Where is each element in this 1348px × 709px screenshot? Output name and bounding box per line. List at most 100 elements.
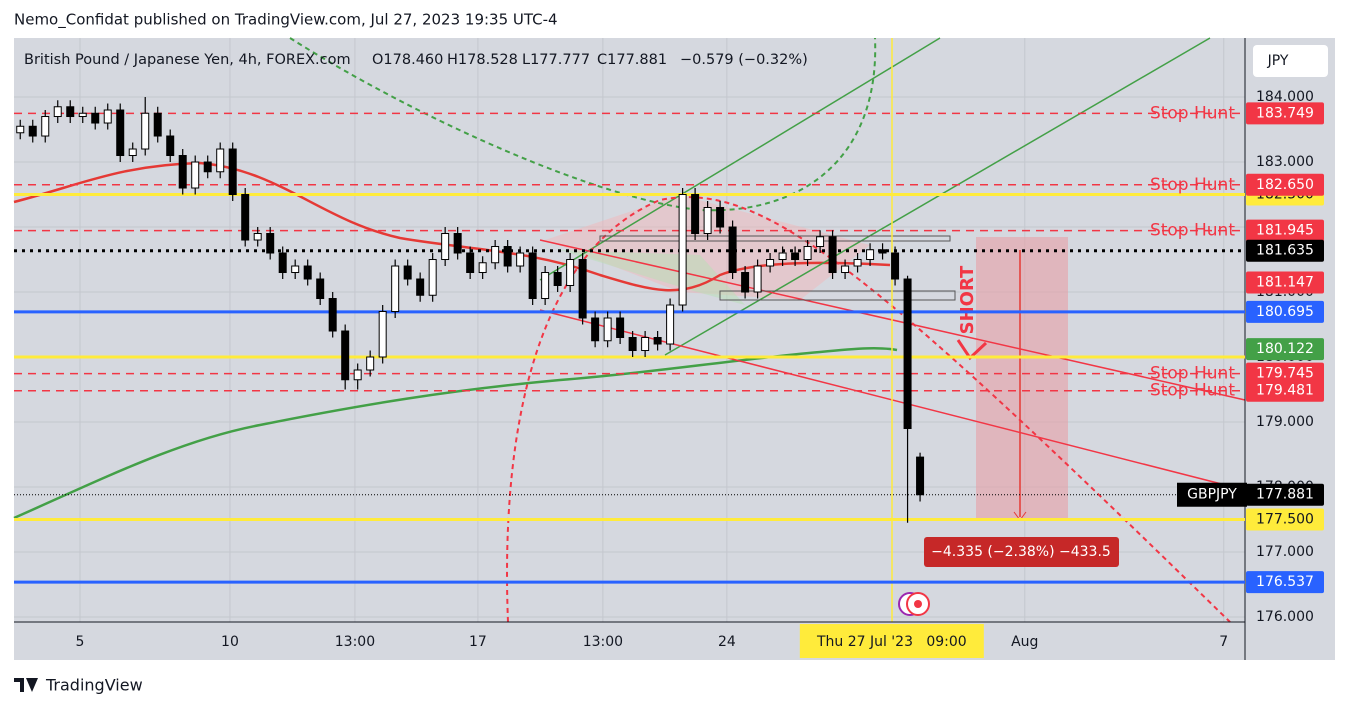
price-label: 180.695 [1256, 304, 1314, 320]
short-position-box [976, 237, 1068, 520]
candle-body [291, 265, 300, 274]
price-label: 177.500 [1256, 511, 1314, 527]
candle-body [141, 112, 150, 150]
candle-body [628, 337, 637, 352]
range-box [719, 290, 956, 301]
candle-body [866, 249, 875, 261]
change: −0.579 (−0.32%) [680, 52, 808, 68]
shade-green [560, 250, 745, 305]
candle-body [28, 125, 37, 137]
candle-body [303, 265, 312, 280]
candle-body [391, 265, 400, 313]
candle-body [566, 259, 575, 287]
candle-body [591, 317, 600, 342]
symbol-label-bg [1177, 482, 1247, 507]
x-tick-label: 13:00 [335, 634, 375, 650]
candle-body [841, 265, 850, 274]
candle-body [516, 252, 525, 267]
candle-body [353, 369, 362, 381]
candle-body [191, 161, 200, 189]
candle-body [716, 207, 725, 228]
ohlc: O178.460 H178.528 L177.777 C177.881 −0.579 (… [372, 52, 808, 68]
position-label-bg [924, 537, 1119, 567]
candle-body [316, 278, 325, 300]
price-label-bg [1246, 300, 1324, 323]
price-label: 181.147 [1256, 274, 1314, 290]
price-label: 180.122 [1256, 341, 1314, 357]
candle-body [241, 194, 250, 241]
x-tick-label: 10 [221, 634, 239, 650]
price-label: 183.749 [1256, 105, 1314, 121]
candle-body [416, 278, 425, 296]
candle-body [16, 125, 25, 134]
x-tick-label: 5 [76, 634, 85, 650]
candle-body [528, 252, 537, 300]
candle-body [603, 317, 612, 342]
price-label-bg [1246, 571, 1324, 594]
candle-body [891, 252, 900, 280]
level-text: Stop Hunt [1150, 381, 1235, 401]
level-text: Stop Hunt [1150, 175, 1235, 195]
y-tick-label: 177.000 [1256, 544, 1314, 560]
candle-body [916, 456, 925, 496]
candle-body [578, 259, 587, 319]
candle-body [41, 116, 50, 137]
channel [539, 37, 941, 281]
ohlc-value: L177.777 [522, 52, 590, 68]
candle-body [703, 207, 712, 235]
brand: TradingView [45, 676, 143, 695]
x-tick-label: 24 [718, 634, 736, 650]
candle-body [428, 259, 437, 296]
candle-body [253, 233, 262, 241]
price-label-bg [1246, 239, 1324, 262]
candle-body [791, 252, 800, 261]
candle-body [541, 272, 550, 300]
candle-body [803, 246, 812, 261]
candle-body [403, 265, 412, 280]
symbol: British Pound / Japanese Yen, 4h, FOREX.… [24, 52, 351, 68]
candle-body [653, 337, 662, 345]
price-label-bg [1246, 483, 1324, 506]
range-box [599, 235, 951, 242]
candle-body [666, 304, 675, 345]
candle-body [378, 311, 387, 358]
candle-body [328, 298, 337, 332]
candle-body [216, 148, 225, 173]
candle-body [166, 135, 175, 157]
candle-body [228, 148, 237, 196]
candle-body [753, 265, 762, 293]
x-tick-label: 17 [469, 634, 487, 650]
candle-body [128, 148, 137, 157]
y-tick-label: 183.000 [1256, 154, 1314, 170]
arc [506, 196, 1231, 623]
symbol-label: GBPJPY [1187, 487, 1237, 503]
candle-body [266, 233, 275, 254]
price-label-bg [1246, 362, 1324, 385]
price-label: 181.945 [1256, 223, 1314, 239]
candle-body [728, 226, 737, 274]
plot: SHORT [13, 37, 1246, 660]
candle-body [278, 252, 287, 274]
level-text: Stop Hunt [1150, 103, 1235, 123]
candle-body [853, 259, 862, 267]
candle-body [828, 236, 837, 274]
y-tick-label: 176.000 [1256, 609, 1314, 625]
channel [664, 37, 1211, 356]
candle-body [66, 106, 75, 118]
shade-red [545, 195, 870, 300]
position-label: −4.335 (−2.38%) −433.5 [931, 544, 1111, 560]
candle-body [878, 249, 887, 254]
short-label: SHORT [957, 265, 978, 334]
candle-body [641, 337, 650, 352]
x-tick-label: 7 [1219, 634, 1228, 650]
price-label-bg [1246, 102, 1324, 125]
ohlc-value: O178.460 [372, 52, 443, 68]
level-text: Stop Hunt [1150, 221, 1235, 241]
price-label: 182.650 [1256, 177, 1314, 193]
crosshair-label-bg [799, 624, 984, 658]
currency[interactable]: JPY [1267, 53, 1289, 69]
candle-body [78, 112, 87, 118]
currency-button[interactable] [1253, 45, 1328, 77]
candle-body [678, 194, 687, 306]
